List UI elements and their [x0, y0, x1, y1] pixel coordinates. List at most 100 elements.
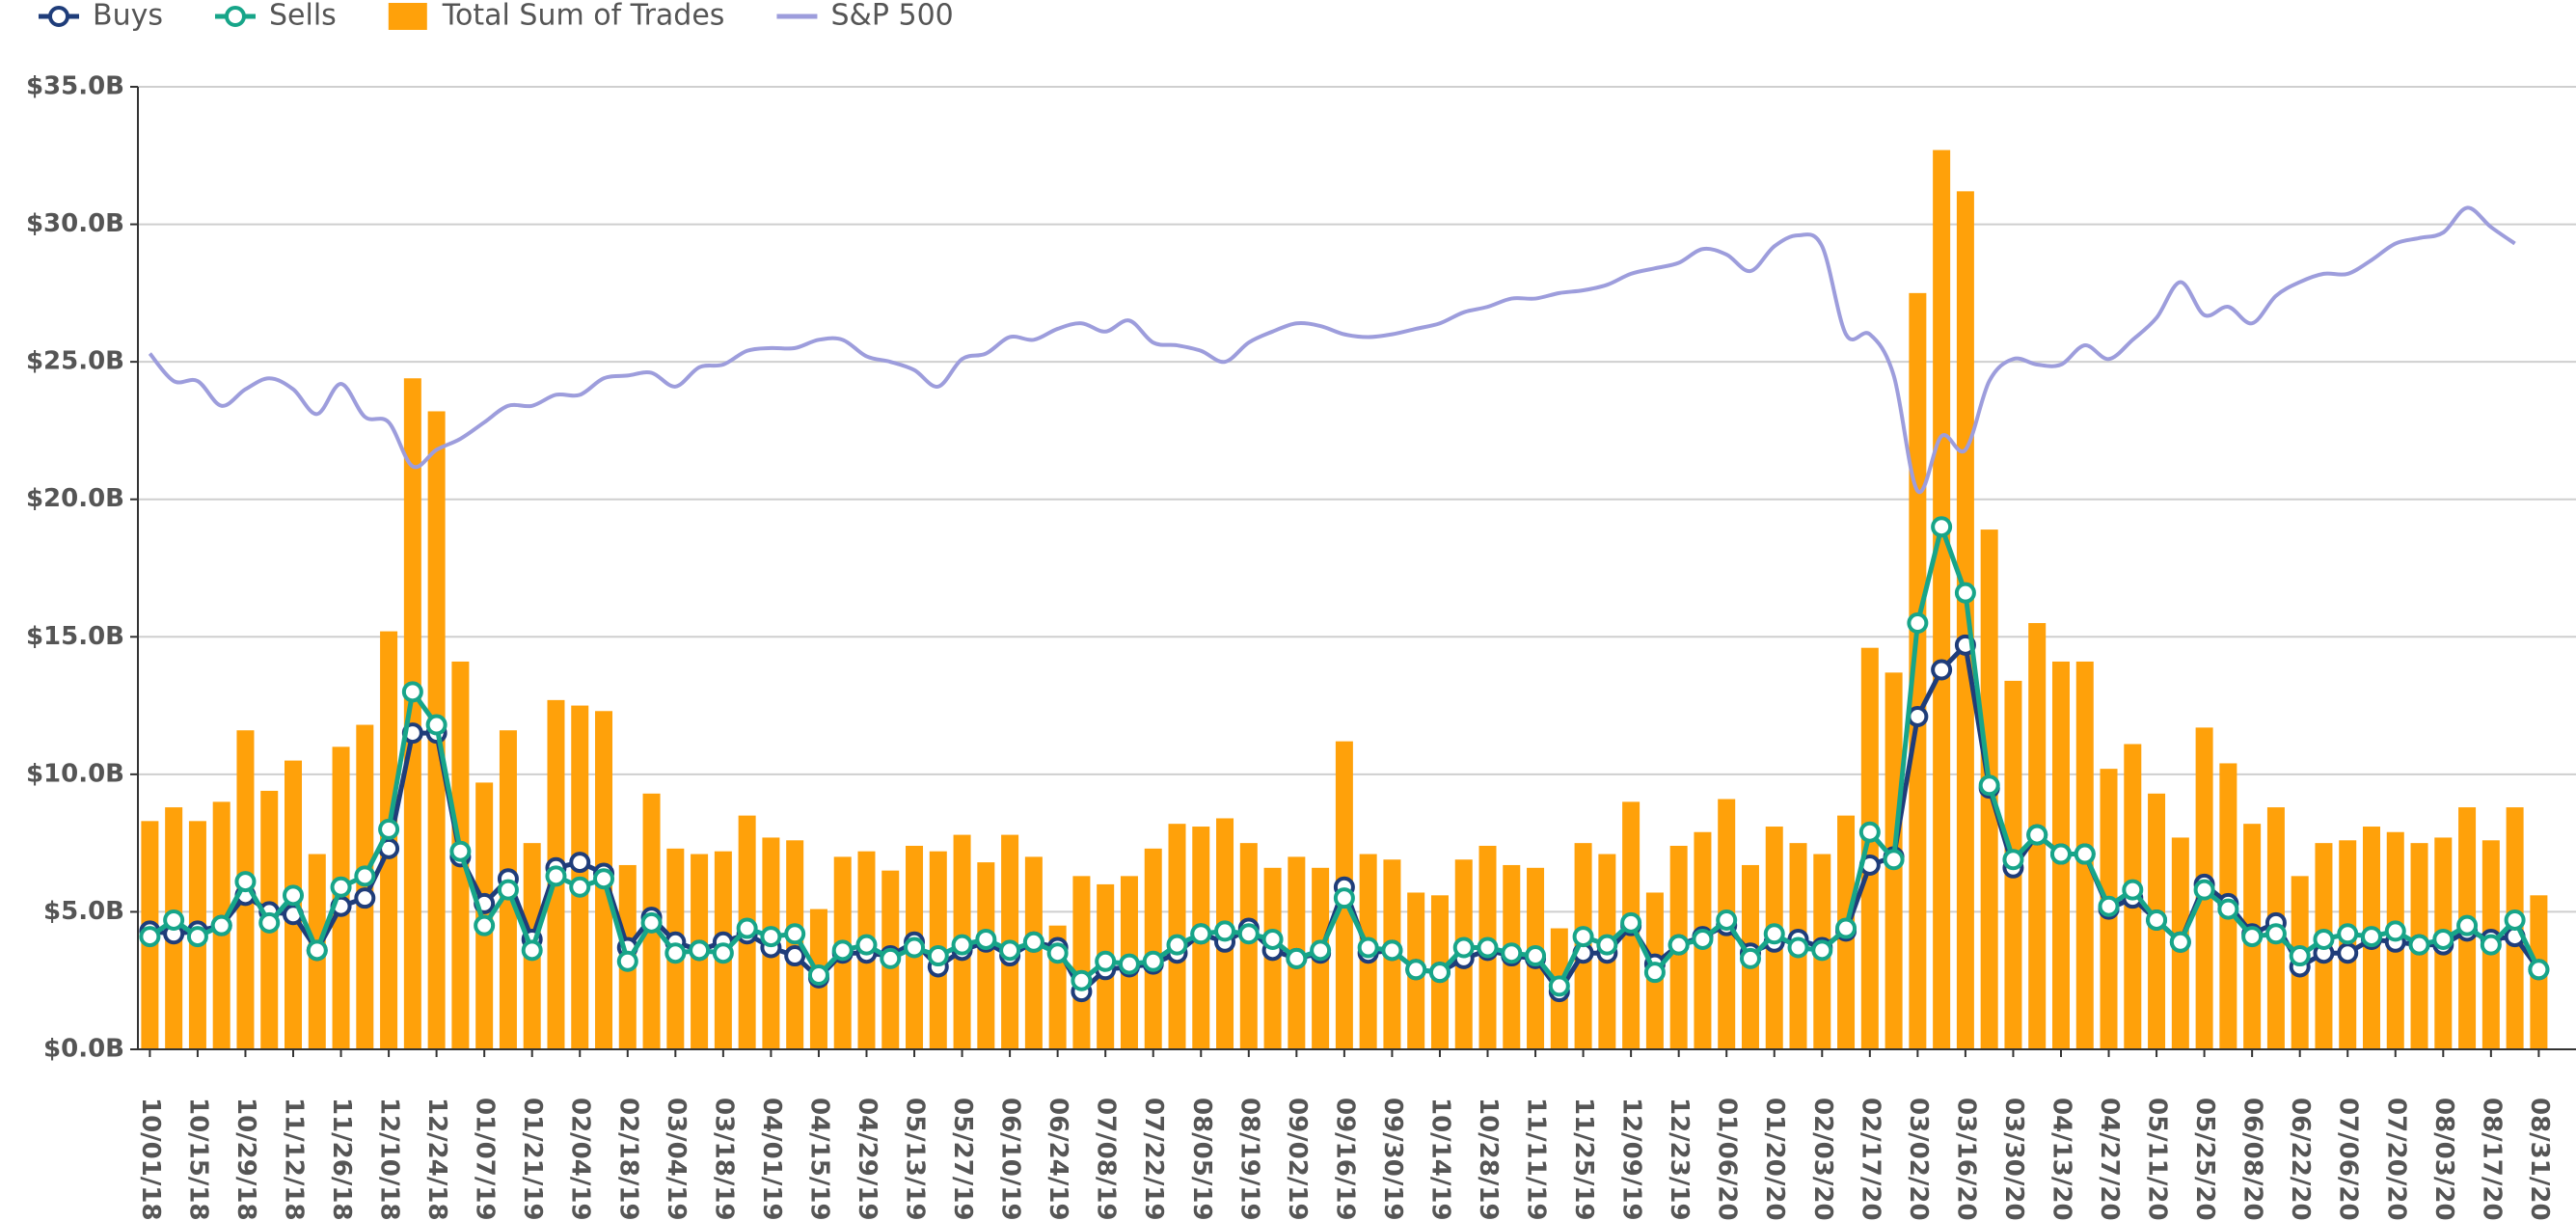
point — [283, 884, 305, 907]
legend-label: Sells — [269, 0, 337, 33]
x-tick-label: 06/10/19 — [996, 1098, 1025, 1221]
legend-item: S&P 500 — [776, 0, 954, 33]
point — [1787, 936, 1809, 959]
point — [354, 865, 376, 887]
x-tick-label: 11/26/18 — [327, 1098, 356, 1221]
x-tick-label: 08/31/20 — [2525, 1098, 2554, 1221]
x-tick-label: 07/22/19 — [1139, 1098, 1168, 1221]
point — [1978, 774, 2000, 797]
point — [2002, 849, 2024, 871]
point — [1046, 942, 1069, 964]
point — [569, 852, 591, 874]
point — [2504, 909, 2526, 931]
point — [1333, 887, 1355, 909]
x-tick-label: 04/01/19 — [757, 1098, 786, 1221]
point — [1572, 926, 1594, 948]
x-tick-label: 03/04/19 — [662, 1098, 691, 1221]
point — [1237, 923, 1260, 945]
point — [306, 939, 328, 962]
point — [2217, 898, 2239, 920]
y-tick-label: $20.0B — [26, 484, 124, 513]
point — [569, 876, 591, 898]
y-tick-label: $35.0B — [26, 72, 124, 101]
point — [401, 681, 423, 703]
legend-item: Total Sum of Trades — [388, 0, 724, 33]
point — [1763, 923, 1785, 945]
bar — [786, 840, 804, 1049]
point — [1190, 923, 1212, 945]
point — [1118, 953, 1140, 975]
point — [2193, 879, 2215, 901]
bar — [356, 724, 374, 1049]
point — [2337, 942, 2359, 964]
point — [1907, 612, 1929, 635]
point — [1286, 947, 1308, 969]
point — [2264, 923, 2287, 945]
point — [1142, 950, 1164, 972]
point — [1858, 821, 1881, 843]
legend-marker — [48, 6, 69, 27]
x-tick-label: 03/16/20 — [1951, 1098, 1980, 1221]
x-tick-label: 12/23/19 — [1665, 1098, 1694, 1221]
point — [2049, 843, 2072, 865]
legend-marker — [224, 6, 246, 27]
point — [449, 840, 472, 862]
x-tick-label: 10/29/18 — [231, 1098, 260, 1221]
point — [2026, 824, 2048, 846]
point — [689, 939, 711, 962]
point — [1310, 939, 1332, 962]
point — [1883, 849, 1905, 871]
point — [2289, 945, 2311, 967]
x-tick-label: 05/13/19 — [901, 1098, 930, 1221]
point — [2098, 895, 2120, 917]
point — [545, 865, 567, 887]
point — [1166, 934, 1188, 956]
point — [1620, 911, 1642, 934]
point — [593, 868, 615, 890]
y-tick-label: $0.0B — [43, 1035, 124, 1064]
point — [1405, 959, 1427, 981]
point — [234, 871, 257, 893]
point — [2360, 926, 2382, 948]
point — [425, 714, 447, 736]
x-tick-label: 11/25/19 — [1569, 1098, 1598, 1221]
point — [186, 926, 208, 948]
bar — [1860, 647, 1879, 1049]
x-tick-label: 04/29/19 — [853, 1098, 881, 1221]
x-tick-label: 07/08/19 — [1092, 1098, 1121, 1221]
point — [1596, 934, 1618, 956]
x-tick-label: 05/25/20 — [2190, 1098, 2219, 1221]
point — [1811, 939, 1833, 962]
point — [1643, 962, 1666, 984]
point — [2337, 923, 2359, 945]
point — [760, 926, 782, 948]
x-tick-label: 01/06/20 — [1713, 1098, 1742, 1221]
point — [784, 923, 806, 945]
point — [330, 876, 352, 898]
bar — [1024, 856, 1043, 1049]
point — [2408, 934, 2430, 956]
x-tick-label: 01/21/19 — [518, 1098, 547, 1221]
x-tick-label: 06/08/20 — [2238, 1098, 2267, 1221]
point — [2384, 920, 2406, 942]
point — [927, 945, 949, 967]
point — [1931, 659, 1953, 681]
point — [2432, 928, 2454, 950]
point — [2480, 934, 2502, 956]
point — [975, 928, 997, 950]
x-tick-label: 01/20/20 — [1760, 1098, 1789, 1221]
point — [712, 942, 734, 964]
point — [616, 950, 638, 972]
x-tick-label: 02/03/20 — [1808, 1098, 1837, 1221]
point — [1954, 582, 1976, 604]
point — [497, 879, 519, 901]
x-tick-label: 12/24/18 — [422, 1098, 451, 1221]
point — [258, 911, 281, 934]
point — [951, 934, 973, 956]
x-tick-label: 07/06/20 — [2334, 1098, 2363, 1221]
bar — [1956, 191, 1974, 1050]
point — [1477, 936, 1499, 959]
line — [148, 205, 2516, 495]
y-tick-label: $10.0B — [26, 759, 124, 788]
x-tick-label: 10/15/18 — [183, 1098, 212, 1221]
